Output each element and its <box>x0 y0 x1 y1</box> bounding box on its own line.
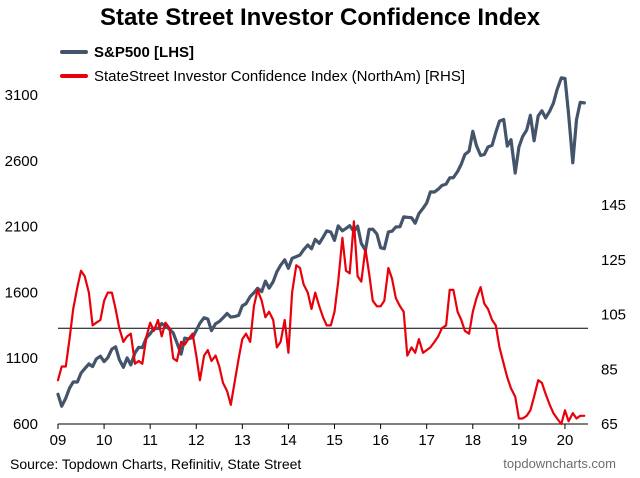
chart-title: State Street Investor Confidence Index <box>99 4 541 31</box>
left-y-tick-label: 2100 <box>5 219 38 236</box>
x-tick-label: 11 <box>142 432 158 449</box>
left-y-tick-label: 1600 <box>5 284 38 301</box>
left-y-tick-label: 2600 <box>5 153 38 170</box>
x-tick-label: 16 <box>372 432 389 449</box>
x-tick-label: 13 <box>234 432 251 449</box>
x-tick-label: 09 <box>50 432 67 449</box>
right-y-tick-label: 85 <box>601 361 618 378</box>
legend-spx-label: S&P500 [LHS] <box>94 43 195 61</box>
x-tick-label: 14 <box>280 432 297 449</box>
right-y-tick-label: 145 <box>601 197 626 214</box>
x-tick-label: 19 <box>511 432 528 449</box>
right-y-tick-label: 125 <box>601 252 626 269</box>
legend-icc: StateStreet Investor Confidence Index (N… <box>60 66 465 86</box>
x-tick-label: 15 <box>326 432 343 449</box>
icc-series-line <box>56 220 586 426</box>
legend-spx-swatch <box>60 50 88 54</box>
x-tick-label: 10 <box>96 432 113 449</box>
source-note: Source: Topdown Charts, Refinitiv, State… <box>10 456 302 472</box>
x-tick-label: 18 <box>464 432 481 449</box>
right-y-tick-label: 65 <box>601 416 618 433</box>
left-y-tick-label: 600 <box>13 416 38 433</box>
x-tick-label: 17 <box>418 432 435 449</box>
legend-icc-swatch <box>60 74 88 78</box>
brand-watermark: topdowncharts.com <box>503 456 616 471</box>
left-y-tick-label: 1100 <box>6 350 38 367</box>
left-y-tick-label: 3100 <box>5 87 38 104</box>
legend-spx: S&P500 [LHS] <box>60 42 194 62</box>
x-tick-label: 20 <box>557 432 574 449</box>
right-y-tick-label: 105 <box>601 307 626 324</box>
x-tick-label: 12 <box>188 432 205 449</box>
spx-series-line <box>56 76 586 408</box>
legend-icc-label: StateStreet Investor Confidence Index (N… <box>94 67 465 85</box>
